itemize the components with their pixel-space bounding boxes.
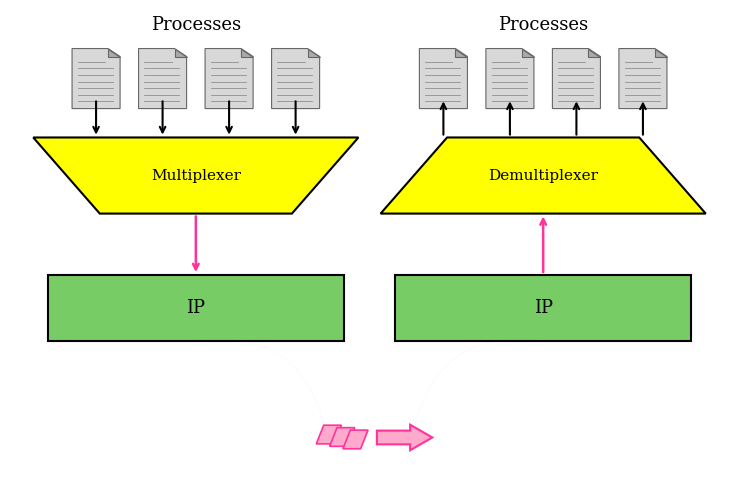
- Polygon shape: [307, 49, 320, 56]
- Text: IP: IP: [534, 299, 553, 317]
- Bar: [395, 275, 691, 341]
- Polygon shape: [522, 49, 534, 56]
- Text: Multiplexer: Multiplexer: [151, 168, 241, 183]
- Polygon shape: [377, 425, 432, 450]
- Polygon shape: [343, 430, 368, 449]
- Polygon shape: [316, 425, 341, 444]
- Polygon shape: [205, 49, 253, 109]
- Polygon shape: [241, 49, 253, 56]
- Polygon shape: [330, 428, 355, 446]
- Polygon shape: [455, 49, 467, 56]
- Polygon shape: [108, 49, 120, 56]
- Polygon shape: [272, 49, 320, 109]
- Polygon shape: [552, 49, 600, 109]
- Polygon shape: [655, 49, 667, 56]
- Bar: [48, 275, 344, 341]
- Text: Processes: Processes: [498, 16, 588, 33]
- Polygon shape: [139, 49, 187, 109]
- Polygon shape: [33, 137, 358, 214]
- Polygon shape: [588, 49, 600, 56]
- Text: Demultiplexer: Demultiplexer: [488, 168, 598, 183]
- Polygon shape: [381, 137, 706, 214]
- FancyArrowPatch shape: [199, 339, 324, 425]
- FancyArrowPatch shape: [415, 339, 540, 425]
- Text: Processes: Processes: [151, 16, 241, 33]
- Polygon shape: [174, 49, 187, 56]
- Polygon shape: [619, 49, 667, 109]
- Polygon shape: [72, 49, 120, 109]
- Text: IP: IP: [186, 299, 205, 317]
- Polygon shape: [486, 49, 534, 109]
- Polygon shape: [420, 49, 467, 109]
